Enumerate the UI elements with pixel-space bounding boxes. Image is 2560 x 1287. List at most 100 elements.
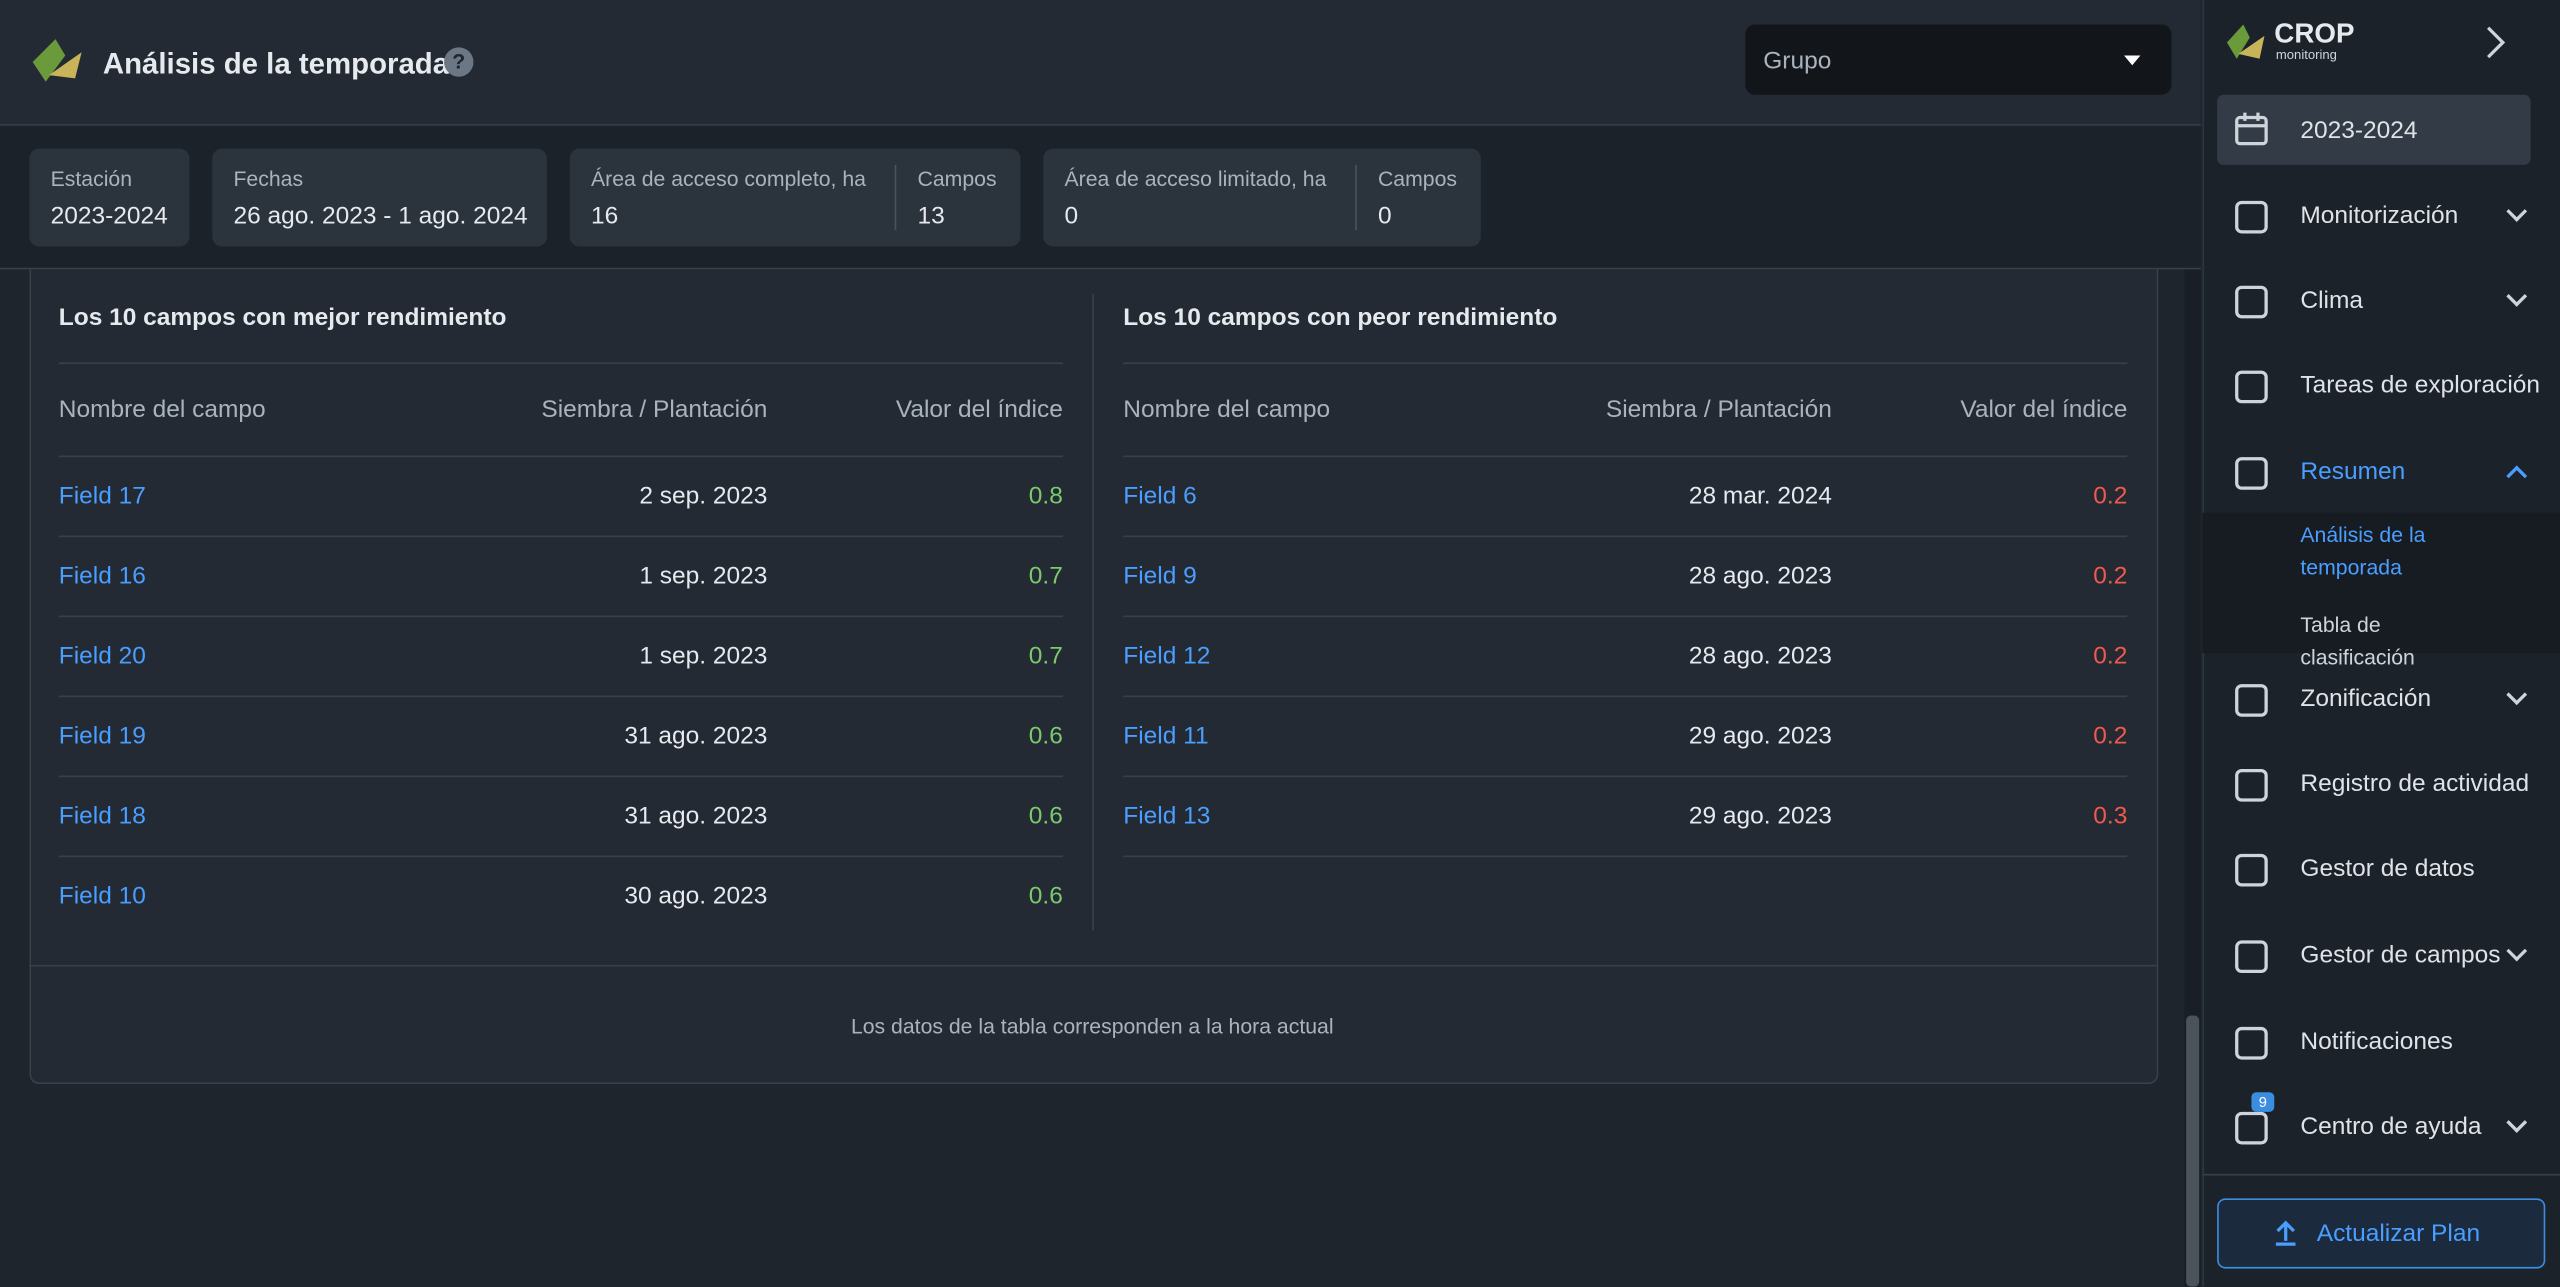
index-value: 0.6 <box>1028 722 1063 751</box>
table-title: Los 10 campos con mejor rendimiento <box>58 303 507 332</box>
field-link[interactable]: Field 19 <box>58 722 146 751</box>
summary-card <box>212 148 547 247</box>
menu-icon <box>2235 1026 2268 1060</box>
menu-item[interactable]: Registro de actividad <box>2300 769 2530 798</box>
footnote: Los datos de la tabla corresponden a la … <box>850 1013 1334 1039</box>
field-link[interactable]: Field 20 <box>58 642 146 671</box>
menu-item[interactable]: Centro de ayuda <box>2300 1112 2482 1141</box>
summary-label: Área de acceso completo, ha <box>591 166 866 192</box>
summary-value: 26 ago. 2023 - 1 ago. 2024 <box>233 202 528 231</box>
divider <box>1355 164 1357 231</box>
select-placeholder: Grupo <box>1763 47 1832 76</box>
menu-item[interactable]: Gestor de datos <box>2300 854 2475 883</box>
menu-icon <box>2235 768 2268 802</box>
group-select[interactable]: Grupo <box>1745 24 2172 95</box>
sowing-date: 28 ago. 2023 <box>1688 642 1832 671</box>
upgrade-label: Actualizar Plan <box>2316 1219 2481 1248</box>
menu-item[interactable]: Resumen <box>2300 457 2406 486</box>
divider <box>58 535 1063 538</box>
page-title: Análisis de la temporada <box>102 47 450 80</box>
divider <box>2202 1173 2560 1176</box>
menu-item[interactable]: Gestor de campos <box>2300 941 2501 969</box>
sowing-date: 29 ago. 2023 <box>1688 722 1832 751</box>
sowing-date: 1 sep. 2023 <box>639 562 768 591</box>
menu-item[interactable]: Clima <box>2300 286 2364 315</box>
divider <box>1092 293 1094 931</box>
summary-value: 13 <box>917 202 945 231</box>
summary-card <box>1043 148 1481 247</box>
summary-card <box>29 148 190 247</box>
divider <box>1123 855 2128 858</box>
divider <box>58 615 1063 618</box>
field-link[interactable]: Field 16 <box>58 562 146 591</box>
caret <box>2124 55 2141 66</box>
field-link[interactable]: Field 17 <box>58 482 146 511</box>
season-item[interactable] <box>2217 94 2531 165</box>
sowing-date: 1 sep. 2023 <box>639 642 768 671</box>
index-value: 0.8 <box>1028 482 1063 511</box>
menu-item[interactable]: Tareas de exploración <box>2300 371 2541 400</box>
summary-label: Estación <box>50 166 133 192</box>
menu-icon <box>2235 853 2268 887</box>
index-value: 0.6 <box>1028 802 1063 831</box>
field-link[interactable]: Field 12 <box>1123 642 1211 671</box>
scrollbar[interactable] <box>2184 269 2201 1287</box>
index-value: 0.2 <box>2093 562 2128 591</box>
menu-item[interactable]: Notificaciones <box>2300 1027 2453 1056</box>
index-value: 0.2 <box>2093 642 2128 671</box>
collapse[interactable] <box>2482 23 2511 62</box>
help-icon[interactable]: ? <box>444 47 474 77</box>
divider <box>1123 615 2128 618</box>
menu-icon <box>2235 1111 2268 1145</box>
field-link[interactable]: Field 9 <box>1123 562 1197 591</box>
index-value: 0.6 <box>1028 882 1063 911</box>
upgrade-button[interactable]: Actualizar Plan <box>2217 1198 2546 1269</box>
summary-card <box>569 148 1021 247</box>
sowing-date: 31 ago. 2023 <box>624 802 768 831</box>
badge: 9 <box>2251 1092 2275 1112</box>
field-link[interactable]: Field 6 <box>1123 482 1197 511</box>
menu-icon <box>2235 457 2268 490</box>
column-header: Nombre del campo <box>58 395 266 424</box>
menu-item[interactable]: Zonificación <box>2300 684 2432 713</box>
divider <box>58 855 1063 858</box>
sowing-date: 28 ago. 2023 <box>1688 562 1832 591</box>
field-link[interactable]: Field 11 <box>1123 722 1209 751</box>
summary-label: Fechas <box>233 166 304 192</box>
field-link[interactable]: Field 10 <box>58 882 146 911</box>
divider <box>58 455 1063 458</box>
column-header: Siembra / Plantación <box>541 395 768 424</box>
field-link[interactable]: Field 13 <box>1123 802 1211 831</box>
summary-label: Campos <box>1377 166 1458 192</box>
scroll-thumb[interactable] <box>2186 1015 2200 1287</box>
column-header: Valor del índice <box>895 395 1063 424</box>
summary-value: 0 <box>1377 202 1392 231</box>
summary-label: Campos <box>917 166 997 192</box>
menu-icon <box>2235 285 2268 319</box>
column-header: Valor del índice <box>1960 395 2128 424</box>
menu-item[interactable]: Monitorización <box>2300 201 2459 230</box>
divider <box>29 964 2157 967</box>
divider <box>58 695 1063 698</box>
divider <box>1123 695 2128 698</box>
column-header: Nombre del campo <box>1123 395 1331 424</box>
sowing-date: 29 ago. 2023 <box>1688 802 1832 831</box>
menu-icon <box>2235 370 2268 404</box>
divider <box>58 362 1063 365</box>
submenu-item[interactable]: Análisis de la temporada <box>2300 522 2426 580</box>
sowing-date: 31 ago. 2023 <box>624 722 768 751</box>
index-value: 0.7 <box>1028 642 1063 671</box>
season: 2023-2024 <box>2300 116 2418 145</box>
summary-label: Área de acceso limitado, ha <box>1064 166 1327 192</box>
index-value: 0.2 <box>2093 482 2128 511</box>
index-value: 0.2 <box>2093 722 2128 751</box>
field-link[interactable]: Field 18 <box>58 802 146 831</box>
brand-sub: monitoring <box>2275 47 2337 63</box>
index-value: 0.3 <box>2093 802 2128 831</box>
menu-icon <box>2235 200 2268 234</box>
column-header: Siembra / Plantación <box>1605 395 1832 424</box>
sowing-date: 30 ago. 2023 <box>624 882 768 911</box>
sowing-date: 28 mar. 2024 <box>1688 482 1832 511</box>
submenu-item[interactable]: Tabla de clasificación <box>2300 612 2415 670</box>
